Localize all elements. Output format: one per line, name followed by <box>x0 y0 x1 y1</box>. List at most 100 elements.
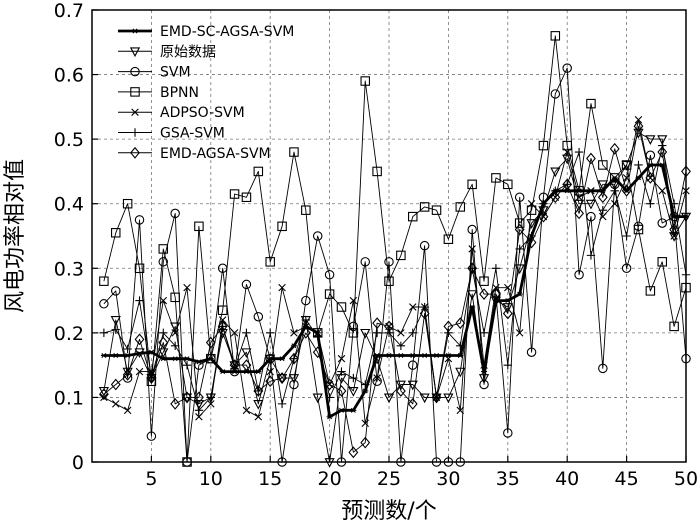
data-point-2-26 <box>408 360 418 370</box>
data-point-0-6 <box>172 356 179 362</box>
data-point-5-24 <box>384 328 394 338</box>
data-point-3-29 <box>443 234 454 244</box>
data-point-6-18 <box>312 346 323 359</box>
data-point-2-47 <box>657 218 667 228</box>
data-point-0-1 <box>112 352 119 358</box>
data-point-5-22 <box>361 380 370 389</box>
data-point-6-12 <box>241 359 252 372</box>
legend-marker-5 <box>130 128 140 137</box>
data-point-3-13 <box>253 166 264 177</box>
ticks: 5 10 15 20 25 30 35 40 45 50 0 0.1 0.2 0.3 0.4 0.5 0.6 0.… <box>54 0 698 490</box>
data-point-1-1 <box>110 316 121 326</box>
data-point-2-3 <box>134 215 145 225</box>
data-point-1-41 <box>585 199 597 210</box>
data-point-5-32 <box>479 328 489 338</box>
data-point-3-34 <box>503 179 513 190</box>
data-point-1-43 <box>609 180 620 191</box>
data-point-5-33 <box>491 264 501 273</box>
data-point-4-41 <box>587 187 595 195</box>
data-point-4-35 <box>515 329 524 337</box>
data-point-6-21 <box>348 446 359 459</box>
data-point-2-5 <box>158 257 169 267</box>
data-point-4-23 <box>373 374 381 382</box>
data-point-3-10 <box>217 305 228 316</box>
series-2 <box>99 63 691 467</box>
data-point-1-22 <box>360 328 371 339</box>
data-point-4-16 <box>290 329 298 337</box>
data-point-6-41 <box>586 152 596 165</box>
data-point-4-31 <box>468 245 476 253</box>
data-point-3-46 <box>645 286 656 296</box>
data-point-6-45 <box>633 120 644 133</box>
data-point-2-13 <box>253 311 264 322</box>
data-point-5-15 <box>277 399 287 409</box>
data-point-1-31 <box>467 290 478 300</box>
data-point-5-5 <box>159 328 168 338</box>
data-point-5-12 <box>242 328 251 338</box>
data-point-6-0 <box>98 388 109 401</box>
data-point-6-29 <box>443 320 454 333</box>
data-point-1-13 <box>253 399 264 410</box>
data-point-0-4 <box>148 349 155 355</box>
data-point-3-21 <box>348 328 359 338</box>
data-point-1-25 <box>395 380 406 391</box>
data-point-6-9 <box>205 336 216 349</box>
data-point-6-17 <box>300 326 311 339</box>
data-point-4-30 <box>456 406 465 415</box>
legend-label-4: ADPSO-SVM <box>160 105 245 121</box>
data-point-0-0 <box>100 352 107 358</box>
data-point-3-24 <box>384 276 394 286</box>
data-point-5-40 <box>574 147 584 157</box>
data-point-4-32 <box>480 361 488 369</box>
data-point-6-35 <box>514 223 525 236</box>
data-point-6-13 <box>253 385 264 397</box>
data-point-6-47 <box>657 146 668 158</box>
data-point-0-25 <box>397 352 404 358</box>
data-point-5-48 <box>669 199 679 208</box>
data-point-6-33 <box>491 288 501 301</box>
data-point-1-34 <box>502 303 513 313</box>
data-point-5-45 <box>634 160 643 170</box>
data-point-3-44 <box>621 160 632 170</box>
data-point-5-7 <box>182 360 192 370</box>
data-point-6-30 <box>455 317 466 330</box>
data-point-5-25 <box>396 341 406 350</box>
data-point-4-6 <box>171 329 179 337</box>
data-point-1-32 <box>478 374 490 384</box>
data-point-6-8 <box>194 391 204 404</box>
data-point-1-24 <box>383 393 395 404</box>
data-point-6-40 <box>574 207 584 220</box>
data-point-2-44 <box>621 263 632 274</box>
data-point-2-32 <box>479 379 489 390</box>
data-point-6-4 <box>146 372 157 384</box>
y-tick-label-3: 0.3 <box>54 258 84 280</box>
data-point-2-36 <box>526 347 537 357</box>
data-point-6-42 <box>597 191 608 204</box>
data-point-6-2 <box>122 368 133 381</box>
data-point-5-20 <box>337 367 346 376</box>
data-point-5-18 <box>313 331 322 341</box>
data-point-5-46 <box>646 199 655 208</box>
data-point-0-26 <box>409 352 416 358</box>
data-point-3-28 <box>431 205 442 215</box>
data-point-3-47 <box>657 257 667 267</box>
data-point-3-0 <box>99 276 109 286</box>
y-tick-label-5: 0.5 <box>54 129 84 151</box>
data-point-0-15 <box>279 356 286 362</box>
data-point-1-12 <box>241 348 252 359</box>
legend-label-1: 原始数据 <box>160 44 216 60</box>
data-point-3-23 <box>372 166 382 177</box>
x-tick-label-2: 15 <box>258 468 282 490</box>
data-point-3-12 <box>241 192 252 203</box>
data-point-1-8 <box>193 399 205 410</box>
data-point-6-27 <box>419 307 430 320</box>
data-point-3-16 <box>289 147 299 157</box>
legend-marker-4 <box>131 108 139 116</box>
data-point-4-13 <box>254 413 263 421</box>
data-point-5-21 <box>349 373 358 383</box>
data-point-6-16 <box>289 352 299 365</box>
data-point-6-20 <box>336 385 347 397</box>
data-point-2-34 <box>503 428 513 438</box>
data-point-3-8 <box>194 221 204 232</box>
data-point-0-30 <box>457 352 464 358</box>
